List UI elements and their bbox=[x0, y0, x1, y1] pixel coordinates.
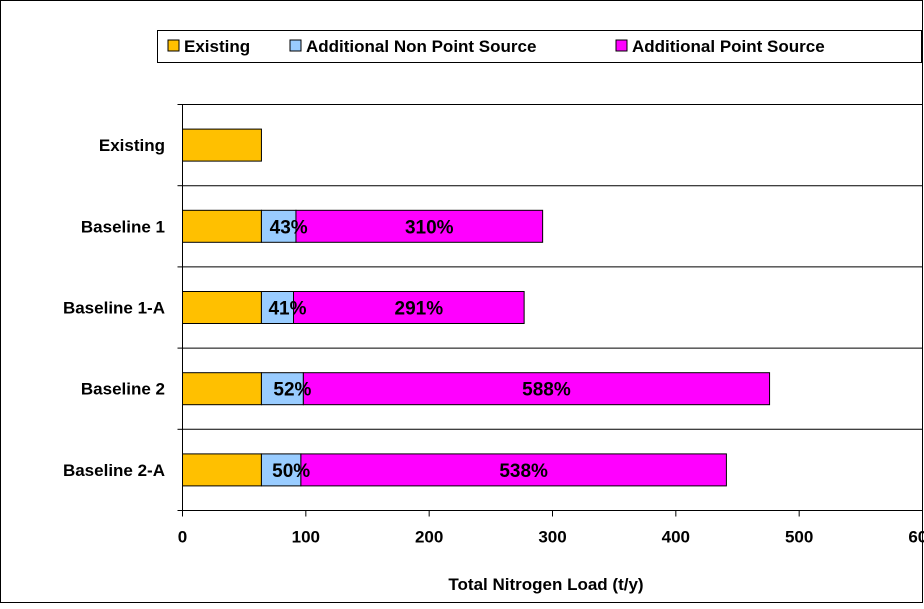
y-category-label: Existing bbox=[99, 136, 165, 155]
bar-data-label: 291% bbox=[395, 299, 444, 320]
bar-data-label: 310% bbox=[405, 217, 454, 238]
x-tick-label: 600 bbox=[908, 528, 924, 547]
bar-data-label: 52% bbox=[273, 380, 311, 401]
bar-segment bbox=[182, 291, 262, 324]
x-tick-label: 300 bbox=[538, 528, 566, 547]
bar-segment bbox=[260, 209, 297, 243]
x-tick-label: 0 bbox=[178, 528, 187, 547]
bar-segment bbox=[300, 453, 727, 487]
gridlines bbox=[182, 185, 923, 430]
legend-swatch bbox=[615, 39, 628, 52]
legend-label: Additional Non Point Source bbox=[306, 37, 536, 56]
y-category-label: Baseline 1-A bbox=[63, 299, 165, 318]
bar-segment bbox=[182, 209, 262, 243]
legend: Existing Additional Non Point Source Addit… bbox=[167, 37, 825, 56]
x-tick-label: 100 bbox=[292, 528, 320, 547]
data-labels: 43% 310% 41% 291% 52% 588% 50% 538% bbox=[268, 217, 570, 482]
legend-label: Existing bbox=[184, 37, 250, 56]
legend-label: Additional Point Source bbox=[632, 37, 825, 56]
x-axis-label: Total Nitrogen Load (t/y) bbox=[448, 575, 643, 594]
x-tick-label: 400 bbox=[662, 528, 690, 547]
legend-swatch bbox=[167, 39, 180, 52]
bar-segment bbox=[260, 372, 304, 406]
bar-segment bbox=[182, 372, 262, 406]
y-category-label: Baseline 2 bbox=[81, 380, 165, 399]
y-category-label: Baseline 1 bbox=[81, 217, 165, 236]
legend-swatch bbox=[289, 39, 302, 52]
x-tick-label: 500 bbox=[785, 528, 813, 547]
x-tick-label: 200 bbox=[415, 528, 443, 547]
bars bbox=[182, 128, 771, 487]
bar-data-label: 41% bbox=[268, 299, 306, 320]
bar-segment bbox=[302, 372, 771, 406]
bar-data-label: 50% bbox=[272, 461, 310, 482]
axes: 0 100 200 300 400 500 600 Existing Baseline 1 Bas… bbox=[63, 104, 924, 547]
bar-segment bbox=[293, 291, 525, 324]
legend-box bbox=[157, 30, 922, 63]
bar-data-label: 538% bbox=[499, 461, 548, 482]
bar-segment bbox=[182, 128, 262, 162]
bar-segment bbox=[182, 453, 262, 487]
bar-segment bbox=[295, 209, 544, 243]
bar-segment bbox=[260, 453, 302, 487]
bar-data-label: 588% bbox=[522, 380, 571, 401]
bar-data-label: 43% bbox=[270, 217, 308, 238]
y-category-label: Baseline 2-A bbox=[63, 461, 165, 480]
